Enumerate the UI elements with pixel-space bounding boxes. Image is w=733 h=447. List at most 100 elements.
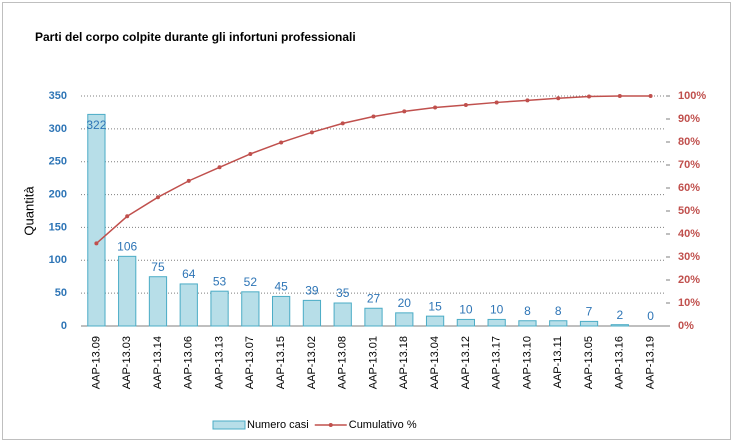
bar bbox=[333, 302, 352, 327]
y-tick-label: 100 bbox=[49, 254, 67, 266]
point bbox=[648, 94, 653, 98]
x-tick-label: AAP-13.03 bbox=[121, 336, 133, 389]
x-tick-label: AAP-13.17 bbox=[491, 336, 503, 389]
data-label: 52 bbox=[244, 275, 258, 289]
chart-title: Parti del corpo colpite durante gli info… bbox=[35, 30, 356, 44]
x-tick-label: AAP-13.11 bbox=[552, 336, 564, 388]
bar bbox=[179, 283, 198, 327]
bar bbox=[210, 290, 229, 327]
legend-label: Cumulativo % bbox=[349, 419, 417, 431]
data-label: 15 bbox=[428, 299, 442, 313]
bar bbox=[579, 320, 599, 327]
bar bbox=[87, 113, 106, 327]
y-tick-label: 200 bbox=[49, 188, 67, 200]
point bbox=[125, 214, 130, 219]
legend-swatch bbox=[328, 423, 333, 427]
bar bbox=[241, 291, 260, 327]
data-label: 0 bbox=[647, 309, 654, 323]
x-tick-label: AAP-13.14 bbox=[152, 336, 164, 389]
legend-swatch bbox=[212, 420, 246, 430]
bar bbox=[395, 312, 414, 327]
x-tick-label: AAP-13.07 bbox=[244, 336, 256, 389]
data-label: 8 bbox=[524, 304, 531, 318]
data-label: 45 bbox=[274, 280, 288, 294]
point bbox=[617, 94, 622, 98]
point bbox=[494, 100, 499, 105]
x-tick-label: AAP-13.18 bbox=[398, 336, 410, 389]
y-tick-label: 50 bbox=[55, 287, 67, 299]
bar bbox=[549, 320, 568, 327]
y2-tick-label: 90% bbox=[678, 113, 700, 125]
x-tick-label: AAP-13.02 bbox=[306, 336, 318, 389]
x-tick-label: AAP-13.15 bbox=[275, 336, 287, 389]
x-tick-label: AAP-13.04 bbox=[429, 336, 441, 389]
y-tick-label: 300 bbox=[49, 123, 67, 135]
bar bbox=[118, 255, 137, 327]
x-tick-label: AAP-13.10 bbox=[521, 336, 533, 389]
point bbox=[248, 151, 253, 156]
x-tick-label: AAP-13.12 bbox=[460, 336, 472, 389]
bar bbox=[518, 320, 537, 327]
point bbox=[463, 102, 468, 107]
legend-label: Numero casi bbox=[247, 419, 309, 431]
data-label: 64 bbox=[182, 267, 196, 281]
y2-tick-label: 80% bbox=[678, 136, 700, 148]
data-label: 20 bbox=[398, 296, 412, 310]
x-tick-label: AAP-13.05 bbox=[583, 336, 595, 389]
y-tick-label: 250 bbox=[49, 156, 67, 168]
x-tick-label: AAP-13.16 bbox=[614, 336, 626, 389]
y-tick-label: 150 bbox=[49, 221, 67, 233]
data-label: 322 bbox=[86, 118, 106, 132]
bar bbox=[148, 276, 168, 327]
point bbox=[556, 96, 561, 101]
bar bbox=[487, 318, 506, 327]
data-label: 8 bbox=[555, 304, 562, 318]
data-label: 10 bbox=[490, 303, 504, 317]
y-axis-label: Quantità bbox=[21, 186, 36, 236]
data-label: 7 bbox=[586, 305, 593, 319]
x-tick-label: AAP-13.08 bbox=[337, 336, 349, 389]
point bbox=[587, 94, 592, 99]
data-label: 10 bbox=[459, 303, 473, 317]
point bbox=[525, 98, 530, 103]
point bbox=[309, 130, 314, 135]
point bbox=[94, 241, 99, 246]
data-label: 106 bbox=[117, 240, 137, 254]
y2-tick-label: 0% bbox=[678, 320, 694, 332]
y2-tick-label: 60% bbox=[678, 182, 700, 194]
x-tick-label: AAP-13.13 bbox=[213, 336, 225, 389]
x-tick-label: AAP-13.01 bbox=[367, 336, 379, 389]
point bbox=[371, 114, 376, 119]
bar bbox=[302, 299, 322, 327]
y-tick-label: 350 bbox=[49, 90, 67, 102]
data-label: 75 bbox=[151, 260, 165, 274]
y-tick-label: 0 bbox=[61, 320, 67, 332]
bar bbox=[425, 315, 445, 327]
y2-tick-label: 70% bbox=[678, 159, 700, 171]
data-label: 35 bbox=[336, 286, 350, 300]
x-tick-label: AAP-13.06 bbox=[183, 336, 195, 389]
bar bbox=[272, 295, 291, 327]
point bbox=[279, 140, 284, 145]
x-tick-label: AAP-13.19 bbox=[645, 336, 657, 389]
y2-tick-label: 20% bbox=[678, 274, 700, 286]
data-label: 53 bbox=[213, 274, 227, 288]
bar bbox=[610, 324, 629, 327]
y2-tick-label: 40% bbox=[678, 228, 700, 240]
y2-tick-label: 100% bbox=[678, 90, 706, 102]
x-tick-label: AAP-13.09 bbox=[90, 336, 102, 389]
data-label: 27 bbox=[367, 291, 381, 305]
y2-tick-label: 30% bbox=[678, 251, 700, 263]
y2-tick-label: 10% bbox=[678, 297, 700, 309]
point bbox=[186, 178, 191, 183]
bar bbox=[364, 307, 383, 327]
bar bbox=[456, 318, 475, 327]
data-label: 39 bbox=[305, 284, 319, 298]
point bbox=[433, 105, 438, 110]
y2-tick-label: 50% bbox=[678, 205, 700, 217]
chart-border bbox=[2, 2, 731, 440]
point bbox=[340, 121, 345, 126]
point bbox=[155, 195, 160, 200]
data-label: 2 bbox=[616, 308, 623, 322]
